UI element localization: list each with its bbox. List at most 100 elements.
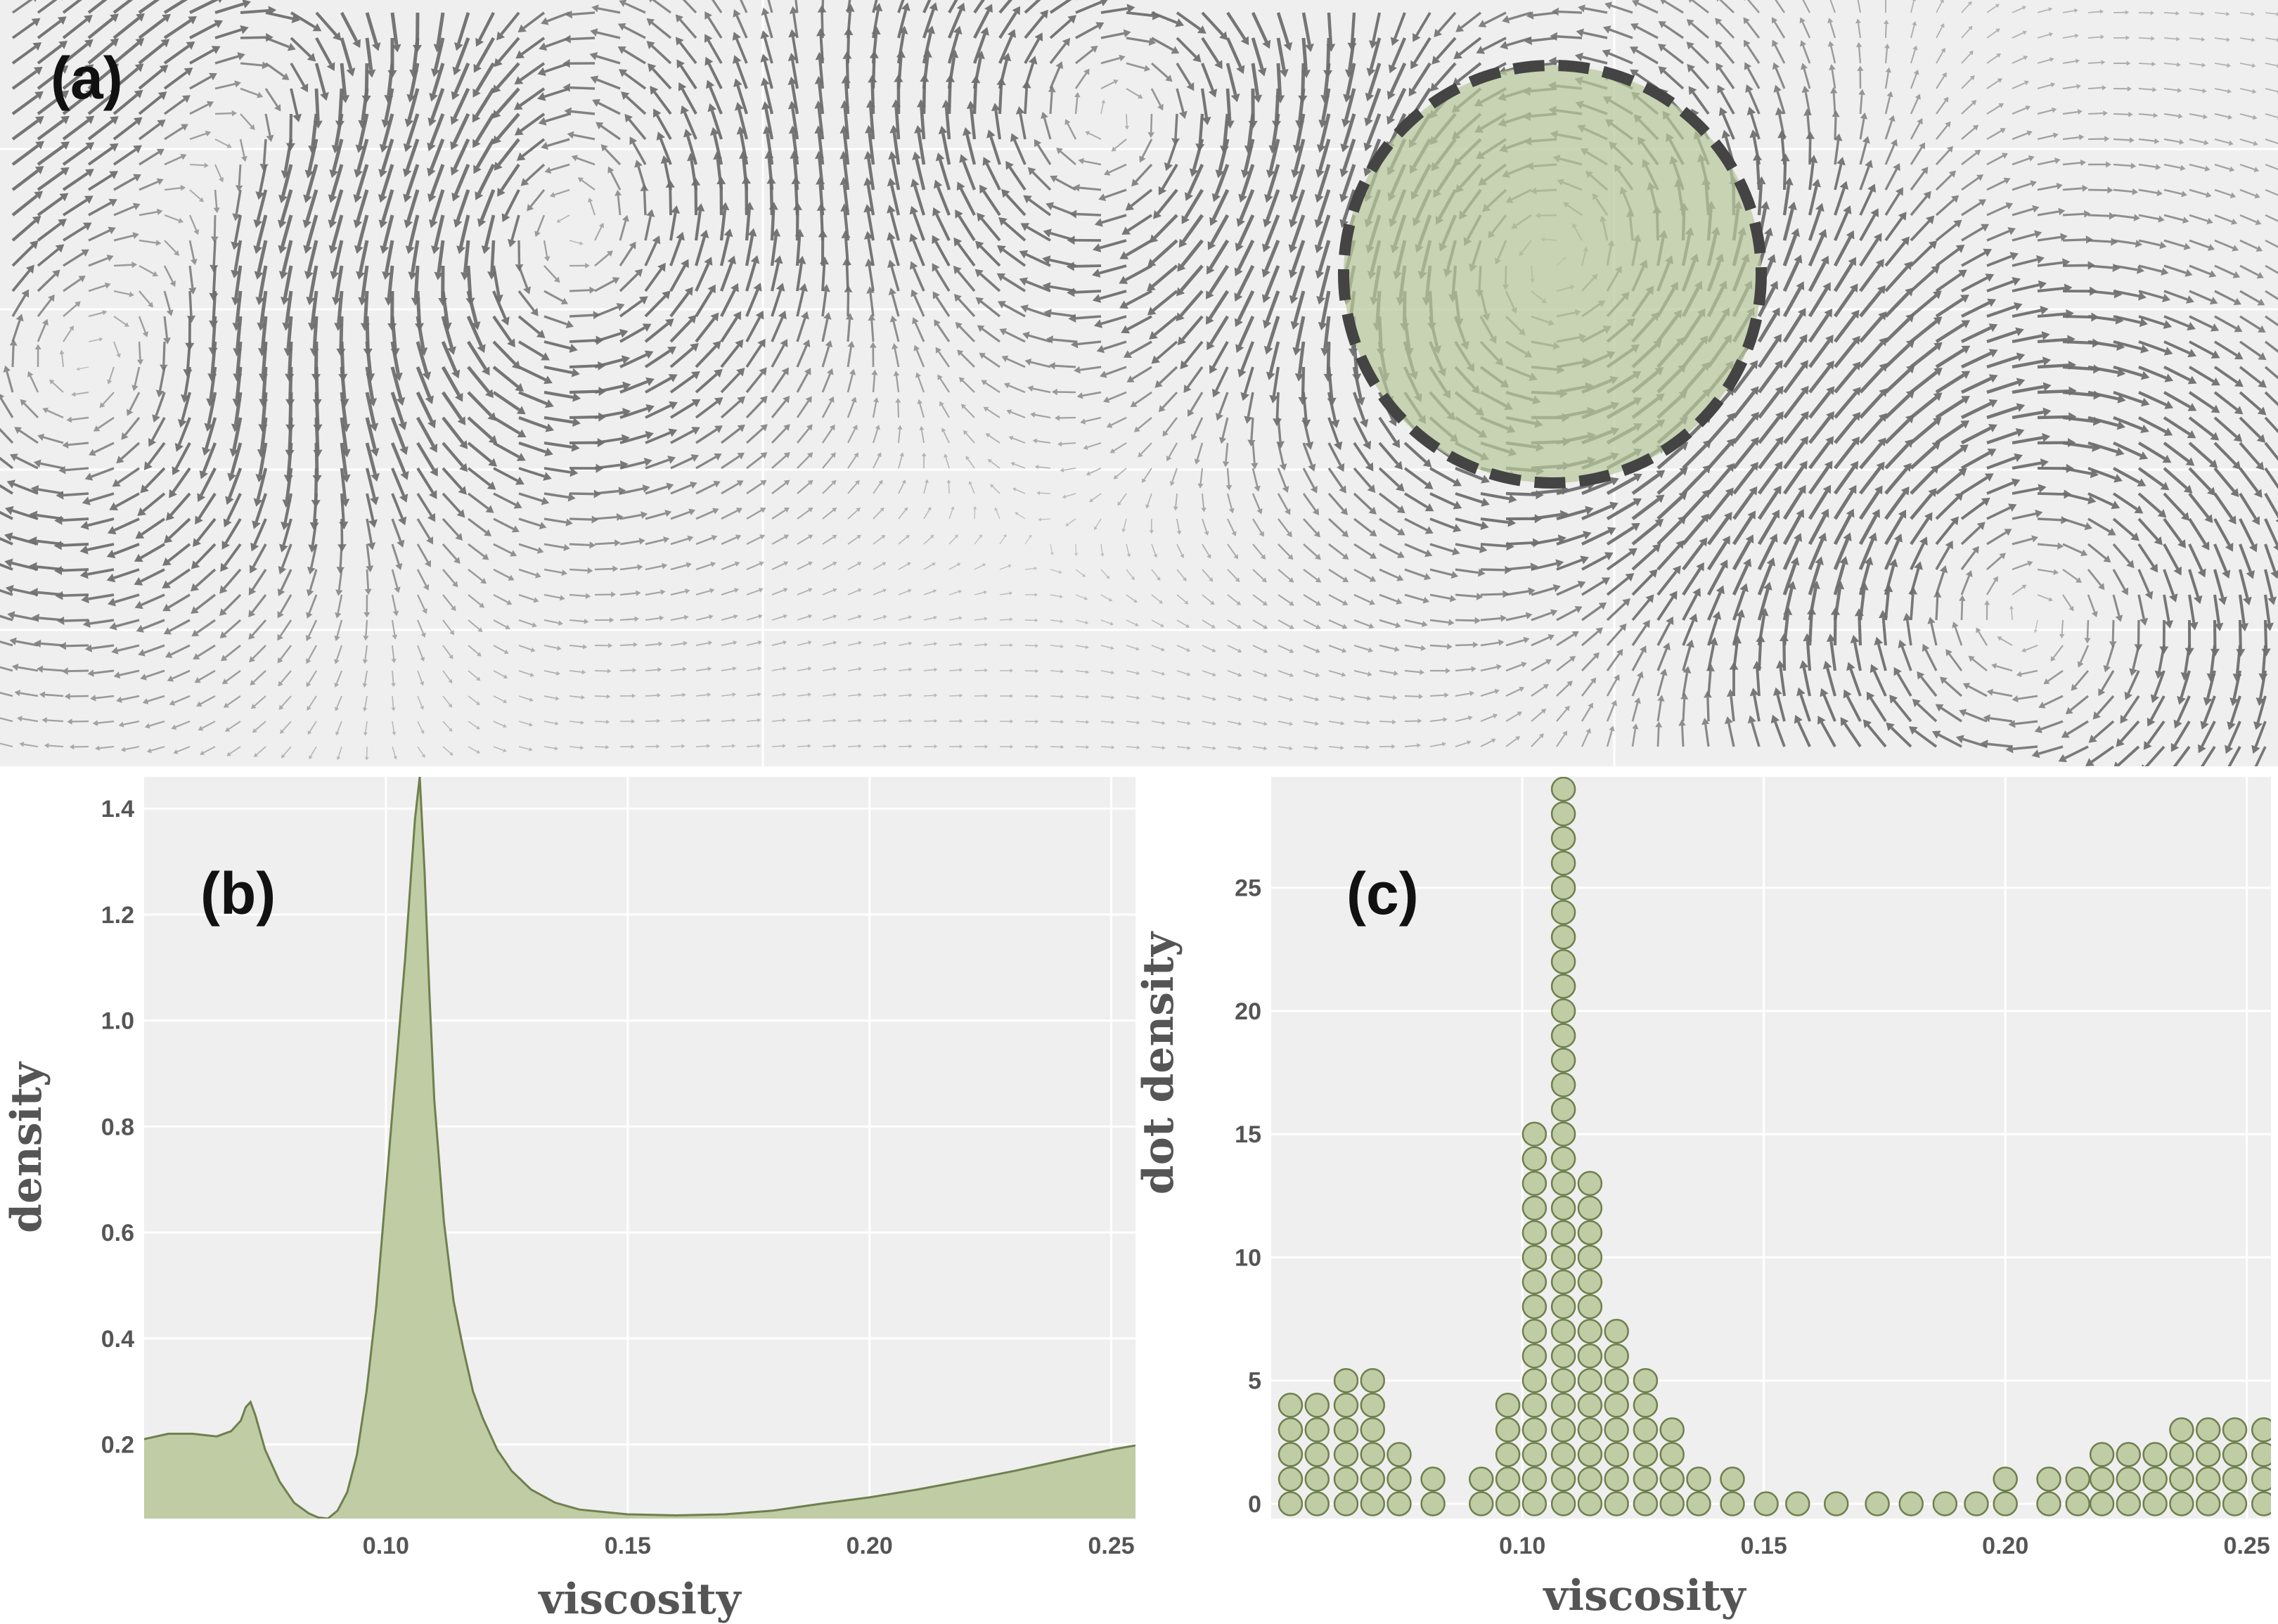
field-arrow: [745, 372, 764, 394]
field-arrow: [1531, 562, 1557, 571]
field-arrowhead: [596, 122, 604, 129]
field-arrowhead: [371, 472, 380, 482]
field-arrowhead: [254, 271, 264, 280]
field-arrowhead: [1206, 341, 1215, 351]
field-arrow: [2037, 160, 2056, 166]
field-arrow: [290, 88, 299, 115]
field-arrow: [1961, 127, 1976, 140]
field-arrowhead: [1065, 522, 1069, 527]
field-arrow: [1808, 162, 1815, 191]
field-arrowhead: [1775, 411, 1784, 420]
field-arrowhead: [807, 507, 813, 513]
field-arrowhead: [155, 389, 165, 398]
field-arrowhead: [1607, 527, 1616, 536]
field-arrow: [188, 290, 193, 316]
field-arrowhead: [494, 162, 503, 171]
field-arrowhead: [1186, 82, 1195, 91]
field-arrowhead: [1363, 167, 1372, 177]
field-arrow: [543, 415, 574, 424]
field-arrow: [866, 184, 875, 216]
field-arrowhead: [1649, 569, 1658, 578]
field-arrow: [1833, 288, 1855, 318]
field-arrow: [1606, 501, 1636, 521]
field-arrowhead: [808, 561, 813, 566]
field-arrow: [1176, 37, 1197, 58]
field-arrowhead: [1852, 411, 1861, 421]
field-arrow: [1429, 492, 1456, 507]
field-arrow: [1026, 226, 1051, 242]
field-arrow: [2062, 415, 2094, 423]
field-arrow: [2113, 365, 2143, 378]
field-arrowhead: [695, 203, 705, 212]
field-arrowhead: [404, 219, 413, 228]
field-arrowhead: [226, 143, 232, 148]
field-arrow: [1505, 541, 1533, 546]
field-arrowhead: [306, 612, 313, 619]
field-arrow: [2213, 467, 2235, 492]
field-arrowhead: [1263, 219, 1272, 228]
field-arrowhead: [959, 642, 963, 647]
field-arrow: [2264, 467, 2278, 489]
field-arrowhead: [2227, 89, 2232, 94]
field-arrowhead: [181, 95, 191, 103]
field-arrow: [1884, 418, 1910, 444]
field-arrowhead: [451, 581, 458, 588]
field-arrowhead: [488, 458, 497, 467]
field-arrow: [898, 509, 906, 520]
field-arrowhead: [1851, 335, 1860, 345]
field-arrow: [330, 164, 344, 196]
field-arrowhead: [2257, 406, 2267, 415]
field-arrowhead: [685, 588, 690, 594]
field-arrow: [308, 670, 317, 684]
field-arrow: [366, 543, 371, 567]
field-arrow: [305, 189, 318, 221]
field-arrow: [1024, 15, 1045, 39]
field-arrowhead: [2107, 527, 2116, 536]
field-arrowhead: [427, 117, 437, 127]
field-arrowhead: [1998, 103, 2004, 108]
field-arrowhead: [257, 91, 264, 98]
field-arrow: [569, 593, 586, 597]
field-arrow: [1151, 695, 1162, 699]
field-arrowhead: [736, 480, 744, 487]
field-arrow: [139, 181, 159, 191]
field-arrowhead: [1773, 333, 1782, 343]
field-arrowhead: [2080, 159, 2086, 167]
field-arrowhead: [1292, 347, 1302, 356]
field-arrow: [1024, 567, 1035, 570]
field-arrow: [2112, 569, 2126, 591]
field-arrowhead: [865, 124, 875, 134]
field-arrowhead: [1450, 571, 1459, 579]
field-arrowhead: [1523, 636, 1530, 644]
field-arrowhead: [160, 39, 170, 48]
field-arrow: [1067, 518, 1076, 525]
field-arrow: [1884, 193, 1900, 216]
field-arrow: [2214, 163, 2231, 170]
field-arrow: [543, 87, 570, 98]
field-arrow: [337, 594, 343, 614]
field-arrow: [1531, 489, 1563, 496]
field-arrowhead: [1119, 300, 1128, 309]
field-arrow: [493, 543, 513, 555]
field-arrow: [912, 240, 925, 266]
field-arrow: [1040, 492, 1051, 494]
field-arrowhead: [1478, 568, 1486, 577]
field-arrow: [1150, 113, 1153, 133]
field-arrowhead: [787, 77, 797, 85]
field-arrow: [923, 482, 927, 494]
field-arrow: [164, 240, 177, 253]
field-arrowhead: [1158, 405, 1166, 413]
field-arrow: [669, 238, 682, 266]
field-arrow: [1328, 568, 1345, 580]
field-arrowhead: [980, 27, 989, 36]
field-arrow: [1506, 37, 1532, 47]
field-arrow: [224, 619, 241, 636]
field-arrowhead: [1102, 396, 1110, 404]
field-arrow: [2087, 569, 2102, 586]
field-arrowhead: [1749, 461, 1758, 471]
field-arrow: [88, 229, 110, 242]
field-arrow: [337, 569, 343, 591]
field-arrowhead: [1969, 50, 1974, 56]
field-arrowhead: [2035, 254, 2045, 264]
field-arrowhead: [1574, 606, 1583, 614]
